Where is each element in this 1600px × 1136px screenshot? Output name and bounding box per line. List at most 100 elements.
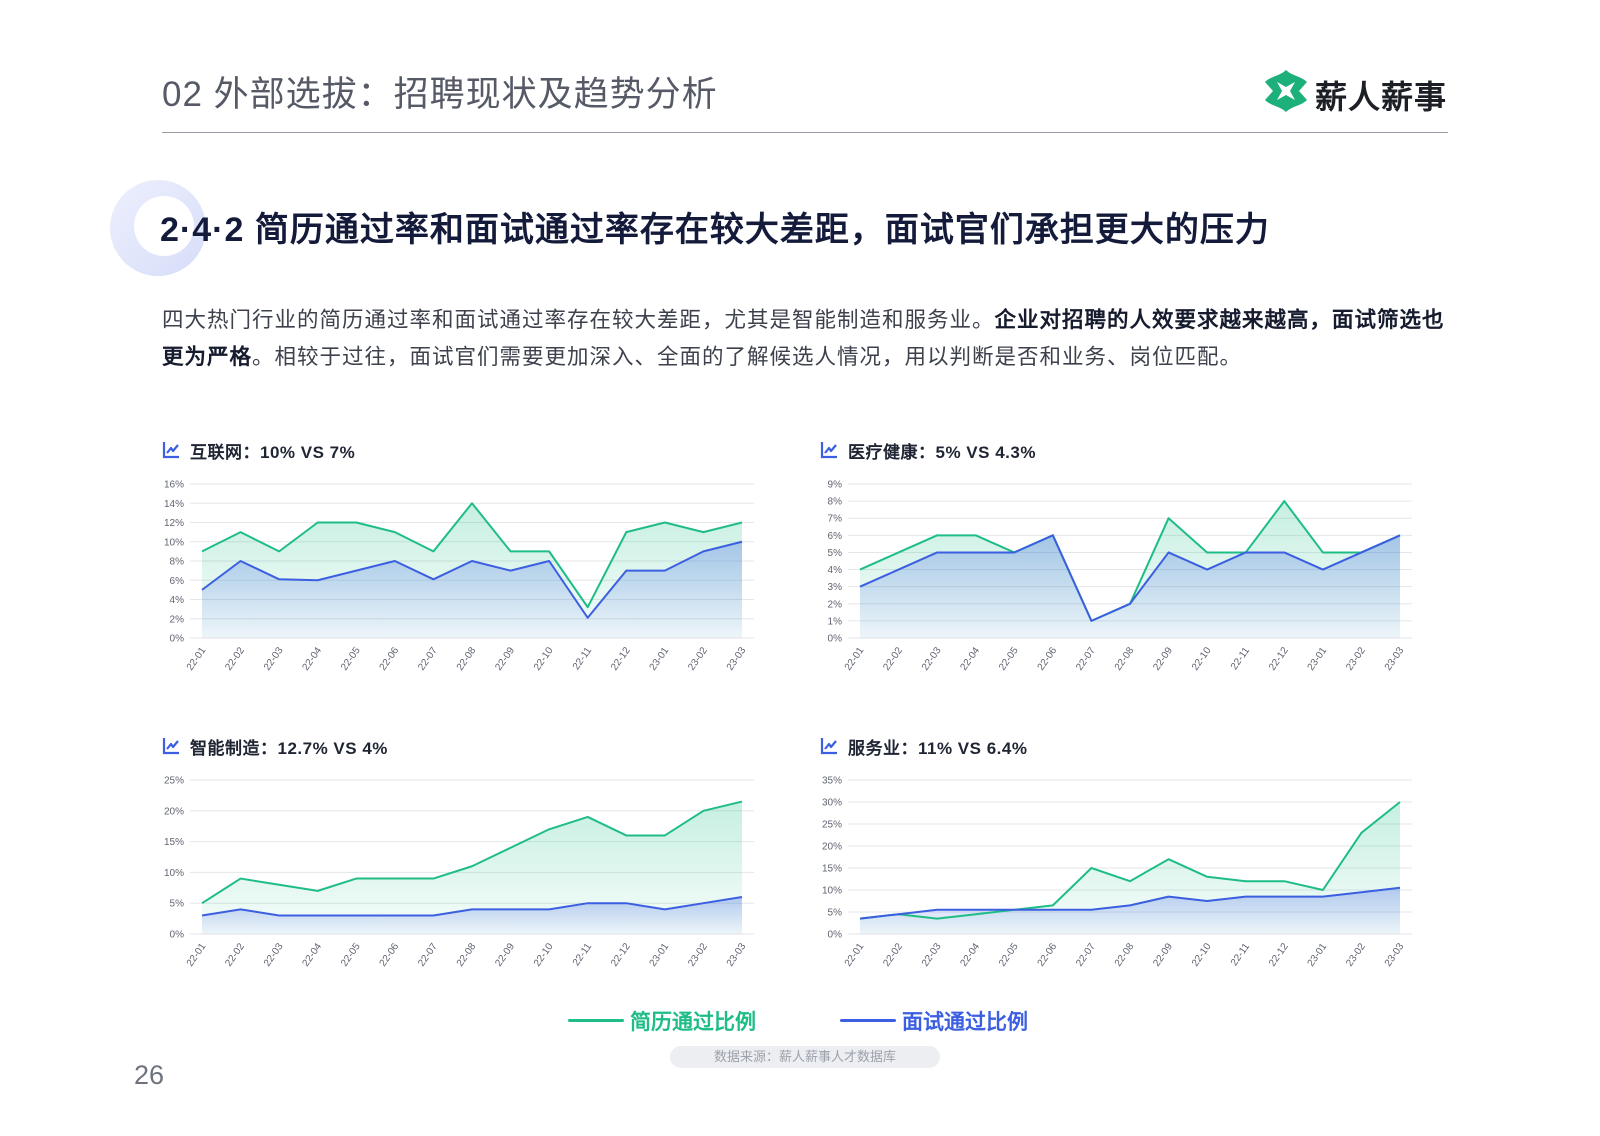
x-tick-label: 22-04 bbox=[958, 645, 982, 673]
x-tick-label: 23-01 bbox=[648, 645, 672, 673]
x-tick-label: 22-09 bbox=[1151, 941, 1175, 969]
y-tick-label: 9% bbox=[828, 480, 843, 491]
x-tick-label: 22-11 bbox=[571, 941, 595, 968]
y-tick-label: 2% bbox=[828, 599, 843, 610]
brand-logo-icon bbox=[1265, 70, 1307, 112]
x-tick-label: 22-07 bbox=[1074, 645, 1098, 673]
x-tick-label: 22-08 bbox=[1113, 941, 1137, 969]
y-tick-label: 35% bbox=[822, 776, 842, 787]
x-tick-label: 22-06 bbox=[378, 941, 402, 969]
x-tick-label: 22-12 bbox=[1267, 941, 1291, 969]
y-tick-label: 15% bbox=[822, 864, 842, 875]
y-tick-label: 8% bbox=[828, 497, 843, 508]
x-tick-label: 22-03 bbox=[262, 645, 286, 673]
x-tick-label: 22-11 bbox=[1229, 941, 1253, 968]
x-tick-label: 22-12 bbox=[609, 645, 633, 673]
x-tick-label: 22-04 bbox=[300, 645, 324, 673]
y-tick-label: 25% bbox=[164, 776, 184, 787]
series-line-interview bbox=[201, 896, 743, 917]
y-tick-label: 4% bbox=[170, 595, 185, 606]
intro-paragraph: 四大热门行业的简历通过率和面试通过率存在较大差距，尤其是智能制造和服务业。企业对… bbox=[162, 302, 1452, 376]
x-tick-label: 22-11 bbox=[1229, 645, 1253, 672]
y-tick-label: 20% bbox=[822, 842, 842, 853]
x-tick-label: 23-01 bbox=[648, 941, 672, 969]
chart-legend: 简历通过比例 面试通过比例 bbox=[568, 1006, 1088, 1036]
x-tick-label: 22-03 bbox=[262, 941, 286, 969]
y-tick-label: 1% bbox=[828, 616, 843, 627]
intro-text-bold: 企业对招聘的人效要求越来越高，面试筛选也更为严格 bbox=[162, 308, 1445, 369]
series-line-resume bbox=[859, 801, 1401, 920]
x-tick-label: 22-05 bbox=[997, 941, 1021, 969]
x-tick-label: 23-02 bbox=[1344, 941, 1368, 969]
line-chart-icon bbox=[162, 442, 179, 459]
x-tick-label: 22-08 bbox=[1113, 645, 1137, 673]
x-tick-label: 22-01 bbox=[843, 941, 867, 969]
series-area-interview bbox=[202, 897, 742, 934]
x-tick-label: 22-06 bbox=[1036, 941, 1060, 969]
y-tick-label: 10% bbox=[164, 537, 184, 548]
x-tick-label: 23-03 bbox=[1383, 645, 1407, 673]
series-line-resume bbox=[201, 502, 743, 609]
x-tick-label: 22-10 bbox=[1190, 645, 1214, 673]
y-tick-label: 14% bbox=[164, 499, 184, 510]
chart-title: 互联网：10% VS 7% bbox=[190, 443, 356, 462]
data-source-note: 数据来源：薪人薪事人才数据库 bbox=[670, 1046, 940, 1068]
x-tick-label: 22-12 bbox=[609, 941, 633, 969]
x-tick-label: 22-02 bbox=[223, 645, 247, 673]
y-tick-label: 0% bbox=[170, 930, 185, 941]
series-line-resume bbox=[201, 800, 743, 905]
legend-label-interview: 面试通过比例 bbox=[902, 1011, 1028, 1034]
x-tick-label: 23-01 bbox=[1306, 645, 1330, 673]
x-tick-label: 23-03 bbox=[725, 941, 749, 969]
decorative-circle-hole bbox=[134, 196, 194, 256]
y-tick-label: 25% bbox=[822, 820, 842, 831]
x-tick-label: 22-01 bbox=[843, 645, 867, 673]
y-tick-label: 3% bbox=[828, 582, 843, 593]
chart-services: 0% 5% 10% 15% 20% 25% 30% 35% 22-01 22-02 22-03 22-… bbox=[822, 776, 1412, 969]
chart-manufacturing: 0% 5% 10% 15% 20% 25% 22-01 22-02 22-03 22-04 22-0… bbox=[164, 776, 754, 969]
y-tick-label: 7% bbox=[828, 514, 843, 525]
x-tick-label: 22-02 bbox=[881, 645, 905, 673]
x-tick-label: 23-03 bbox=[725, 645, 749, 673]
x-tick-label: 22-07 bbox=[416, 645, 440, 673]
x-tick-label: 23-02 bbox=[686, 645, 710, 673]
x-tick-label: 23-02 bbox=[1344, 645, 1368, 673]
chart-panel-services: 服务业：11% VS 6.4% 0% 5% 10% 15% 20% 25% 30% 35% 22… bbox=[820, 734, 1440, 1004]
y-tick-label: 15% bbox=[164, 837, 184, 848]
series-area-interview bbox=[860, 535, 1400, 638]
series-area-resume bbox=[202, 801, 742, 934]
y-tick-label: 5% bbox=[170, 899, 185, 910]
y-tick-label: 12% bbox=[164, 518, 184, 529]
series-line-interview bbox=[859, 886, 1401, 920]
y-tick-label: 0% bbox=[828, 930, 843, 941]
y-tick-label: 6% bbox=[828, 531, 843, 542]
x-tick-label: 22-05 bbox=[997, 645, 1021, 673]
x-tick-label: 22-05 bbox=[339, 941, 363, 969]
x-tick-label: 22-08 bbox=[455, 941, 479, 969]
y-tick-label: 8% bbox=[170, 557, 185, 568]
brand-name: 薪人薪事 bbox=[1315, 79, 1448, 115]
y-tick-label: 20% bbox=[164, 806, 184, 817]
x-tick-label: 22-04 bbox=[300, 941, 324, 969]
chart-healthcare: 0% 1% 2% 3% 4% 5% 6% 7% 8% 9% 22-01 22-02 22-03 22-04… bbox=[828, 480, 1412, 673]
x-tick-label: 22-01 bbox=[185, 645, 209, 673]
y-tick-label: 0% bbox=[170, 634, 185, 645]
x-tick-label: 22-09 bbox=[493, 941, 517, 969]
legend-swatch-resume bbox=[568, 1019, 624, 1022]
series-area-interview bbox=[860, 887, 1400, 934]
x-tick-label: 22-03 bbox=[920, 941, 944, 969]
y-tick-label: 2% bbox=[170, 614, 185, 625]
x-tick-label: 22-01 bbox=[185, 941, 209, 969]
header-divider bbox=[162, 132, 1448, 133]
x-tick-label: 22-04 bbox=[958, 941, 982, 969]
y-tick-label: 10% bbox=[164, 868, 184, 879]
chart-panel-internet: 互联网：10% VS 7% 0% 2% 4% 6% 8% 10% 12% 14% 16% 22-0… bbox=[162, 438, 782, 708]
x-tick-label: 22-09 bbox=[493, 645, 517, 673]
page-header-title: 02 外部选拔：招聘现状及趋势分析 bbox=[162, 75, 718, 114]
line-chart-icon bbox=[820, 442, 837, 459]
y-tick-label: 4% bbox=[828, 565, 843, 576]
brand: 薪人薪事 bbox=[1263, 68, 1463, 120]
x-tick-label: 22-05 bbox=[339, 645, 363, 673]
x-tick-label: 22-11 bbox=[571, 645, 595, 672]
section-title: 2·4·2 简历通过率和面试通过率存在较大差距，面试官们承担更大的压力 bbox=[160, 211, 1270, 249]
